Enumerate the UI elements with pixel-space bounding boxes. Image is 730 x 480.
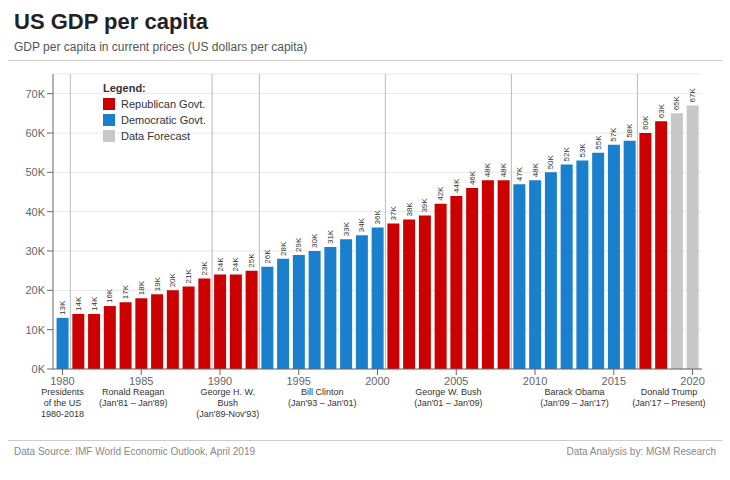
svg-text:57K: 57K bbox=[609, 127, 618, 142]
svg-text:33K: 33K bbox=[342, 221, 351, 236]
svg-text:30K: 30K bbox=[25, 245, 45, 257]
svg-text:40K: 40K bbox=[25, 206, 45, 218]
html-text:Legend:: Legend: bbox=[103, 82, 146, 94]
svg-text:George W. Bush(Jan'01 – Jan'09: George W. Bush(Jan'01 – Jan'09) bbox=[414, 387, 482, 408]
svg-text:58K: 58K bbox=[625, 123, 634, 138]
svg-text:20K: 20K bbox=[168, 272, 177, 287]
svg-text:24K: 24K bbox=[231, 257, 240, 272]
html-text:Data Forecast: Data Forecast bbox=[121, 130, 191, 142]
html-text:GDP per capita in current pric: GDP per capita in current prices (US dol… bbox=[14, 40, 308, 54]
svg-text:Donald Trump(Jan'17 – Present): Donald Trump(Jan'17 – Present) bbox=[632, 387, 705, 408]
svg-text:14K: 14K bbox=[90, 296, 99, 311]
svg-text:23K: 23K bbox=[200, 261, 209, 276]
svg-text:31K: 31K bbox=[326, 229, 335, 244]
svg-text:48K: 48K bbox=[531, 162, 540, 177]
svg-text:10K: 10K bbox=[25, 324, 45, 336]
html-text:US GDP per capita: US GDP per capita bbox=[14, 9, 208, 34]
svg-text:60K: 60K bbox=[25, 127, 45, 139]
svg-text:1990: 1990 bbox=[208, 375, 232, 387]
svg-text:63K: 63K bbox=[657, 103, 666, 118]
html-text:Democratic Govt.: Democratic Govt. bbox=[121, 114, 206, 126]
svg-text:52K: 52K bbox=[562, 147, 571, 162]
svg-text:1980: 1980 bbox=[50, 375, 74, 387]
svg-text:53K: 53K bbox=[578, 143, 587, 158]
svg-text:2005: 2005 bbox=[444, 375, 468, 387]
svg-text:48K: 48K bbox=[499, 162, 508, 177]
svg-text:67K: 67K bbox=[688, 88, 697, 103]
html-text:Republican Govt.: Republican Govt. bbox=[121, 98, 206, 110]
svg-text:21K: 21K bbox=[184, 269, 193, 284]
svg-text:50K: 50K bbox=[546, 154, 555, 169]
svg-text:Bill Clinton(Jan'93 – Jan'01): Bill Clinton(Jan'93 – Jan'01) bbox=[288, 387, 356, 408]
svg-text:39K: 39K bbox=[420, 198, 429, 213]
svg-text:0K: 0K bbox=[32, 363, 46, 375]
svg-text:14K: 14K bbox=[74, 296, 83, 311]
svg-text:26K: 26K bbox=[263, 249, 272, 264]
svg-text:19K: 19K bbox=[153, 276, 162, 291]
svg-text:17K: 17K bbox=[121, 284, 130, 299]
svg-text:44K: 44K bbox=[452, 178, 461, 193]
svg-text:Presidentsof the US1980-2018: Presidentsof the US1980-2018 bbox=[41, 387, 84, 419]
svg-text:Barack Obama(Jan'09 – Jan'17): Barack Obama(Jan'09 – Jan'17) bbox=[540, 387, 608, 408]
svg-text:29K: 29K bbox=[294, 237, 303, 252]
svg-text:16K: 16K bbox=[105, 288, 114, 303]
svg-text:46K: 46K bbox=[468, 170, 477, 185]
svg-text:60K: 60K bbox=[641, 115, 650, 130]
svg-text:48K: 48K bbox=[483, 162, 492, 177]
svg-text:24K: 24K bbox=[216, 257, 225, 272]
svg-text:38K: 38K bbox=[405, 202, 414, 217]
svg-text:47K: 47K bbox=[515, 166, 524, 181]
svg-text:65K: 65K bbox=[672, 95, 681, 110]
svg-text:18K: 18K bbox=[137, 280, 146, 295]
svg-text:Ronald Reagan(Jan'81 – Jan'89): Ronald Reagan(Jan'81 – Jan'89) bbox=[99, 387, 167, 408]
html-text:Data Source: IMF World Economi: Data Source: IMF World Economic Outlook,… bbox=[14, 446, 255, 457]
svg-text:30K: 30K bbox=[310, 233, 319, 248]
svg-text:20K: 20K bbox=[25, 284, 45, 296]
svg-text:34K: 34K bbox=[357, 217, 366, 232]
html-text:Data Analysis by: MGM Research: Data Analysis by: MGM Research bbox=[566, 446, 716, 457]
svg-text:13K: 13K bbox=[58, 300, 67, 315]
svg-text:50K: 50K bbox=[25, 166, 45, 178]
svg-text:55K: 55K bbox=[594, 135, 603, 150]
svg-text:2020: 2020 bbox=[680, 375, 704, 387]
svg-text:2000: 2000 bbox=[365, 375, 389, 387]
svg-text:2010: 2010 bbox=[523, 375, 547, 387]
svg-text:37K: 37K bbox=[389, 206, 398, 221]
svg-text:42K: 42K bbox=[436, 186, 445, 201]
svg-text:2015: 2015 bbox=[602, 375, 626, 387]
svg-text:36K: 36K bbox=[373, 210, 382, 225]
svg-text:1995: 1995 bbox=[286, 375, 310, 387]
svg-text:1985: 1985 bbox=[129, 375, 153, 387]
svg-text:70K: 70K bbox=[25, 88, 45, 100]
svg-text:28K: 28K bbox=[279, 241, 288, 256]
svg-text:George H. W.Bush(Jan'89-Nov'93: George H. W.Bush(Jan'89-Nov'93) bbox=[196, 387, 259, 419]
svg-text:25K: 25K bbox=[247, 253, 256, 268]
